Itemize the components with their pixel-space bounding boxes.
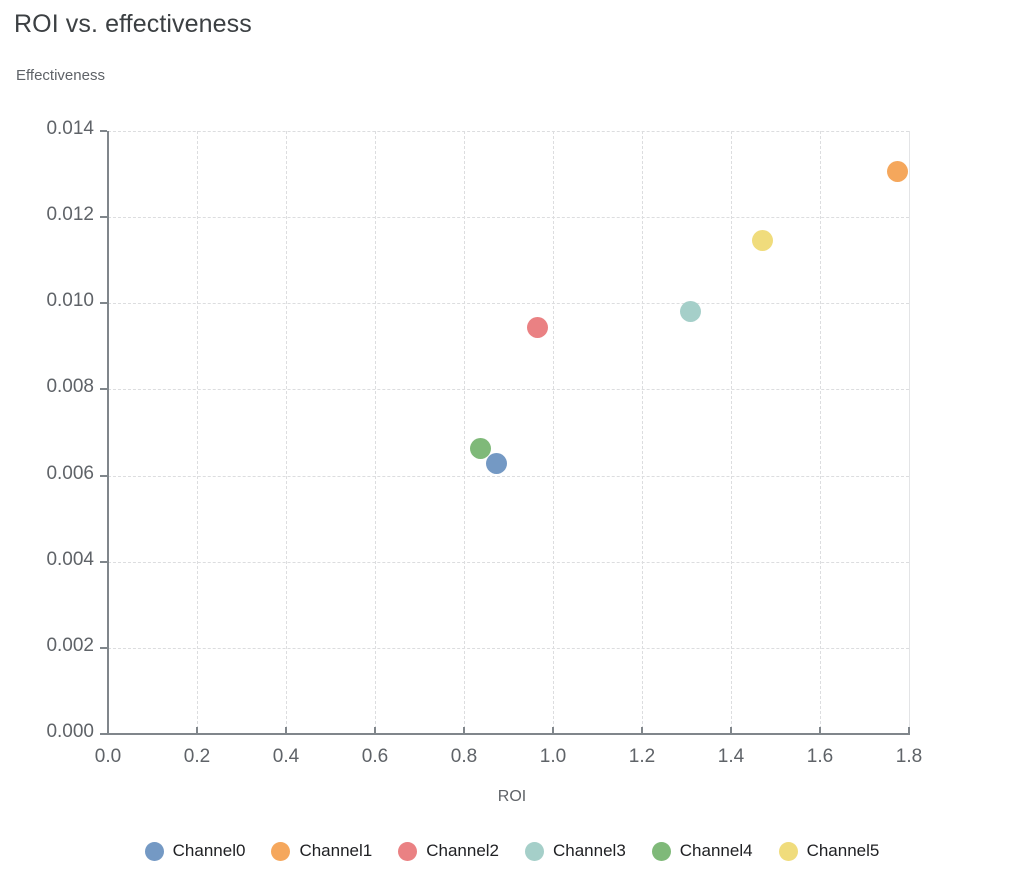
y-axis-tick-label: 0.000 — [46, 721, 94, 742]
x-axis-tick — [908, 727, 910, 735]
gridline-horizontal — [108, 217, 909, 219]
gridline-vertical — [909, 131, 910, 734]
legend-item-channel2[interactable]: Channel2 — [398, 841, 499, 861]
x-axis-tick-label: 1.2 — [628, 746, 656, 767]
gridline-horizontal — [108, 131, 909, 132]
legend-swatch-icon — [144, 841, 164, 861]
legend-item-channel0[interactable]: Channel0 — [144, 841, 246, 861]
x-axis-line — [107, 733, 910, 735]
data-point-channel1[interactable] — [887, 160, 909, 182]
legend-item-label: Channel2 — [426, 841, 499, 860]
gridline-vertical — [464, 131, 465, 734]
gridline-horizontal — [108, 389, 909, 391]
legend-item-label: Channel5 — [806, 841, 880, 860]
gridline-vertical — [820, 131, 821, 734]
gridline-vertical — [197, 131, 198, 734]
x-axis-tick-label: 0.4 — [272, 746, 300, 767]
plot-area — [108, 131, 909, 734]
gridline-vertical — [286, 131, 287, 734]
y-axis-tick — [100, 733, 107, 735]
y-axis-tick-label: 0.006 — [46, 462, 94, 484]
legend-swatch-icon — [525, 841, 544, 861]
gridline-vertical — [642, 131, 643, 734]
legend-item-label: Channel3 — [553, 841, 626, 860]
y-axis-tick — [100, 302, 107, 305]
x-axis-tick-label: 0.6 — [361, 746, 389, 767]
y-axis-tick — [100, 388, 107, 391]
gridline-vertical — [375, 131, 376, 734]
data-point-channel3[interactable] — [679, 301, 701, 323]
y-axis-title: Effectiveness — [16, 67, 105, 84]
y-axis-tick-label: 0.004 — [46, 548, 94, 570]
x-axis-tick-label: 1.0 — [539, 746, 567, 767]
y-axis-tick — [100, 560, 107, 563]
x-axis-tick — [463, 727, 465, 735]
legend-swatch-icon — [778, 841, 798, 861]
x-axis-tick-label: 1.6 — [806, 746, 834, 767]
legend-item-channel5[interactable]: Channel5 — [778, 841, 880, 861]
legend-item-channel1[interactable]: Channel1 — [271, 841, 372, 861]
y-axis-line — [107, 131, 109, 735]
x-axis-tick — [285, 727, 287, 735]
x-axis-title: ROI — [497, 788, 527, 805]
data-point-channel0[interactable] — [486, 452, 508, 474]
legend-item-label: Channel1 — [299, 841, 373, 860]
x-axis-tick-label: 1.4 — [717, 746, 745, 767]
y-axis-tick-label: 0.002 — [46, 634, 94, 656]
x-axis-tick-label: 0.0 — [94, 746, 122, 767]
legend-item-label: Channel0 — [172, 841, 246, 860]
x-axis-tick — [819, 727, 821, 735]
x-axis-tick — [730, 727, 732, 735]
y-axis-tick-label: 0.012 — [46, 204, 94, 226]
chart-title: ROI vs. effectiveness — [14, 10, 252, 38]
x-axis-tick-label: 0.8 — [450, 746, 478, 767]
gridline-horizontal — [108, 475, 909, 477]
chart-legend: Channel0 Channel1 Channel2 Channel3 Channel4… — [0, 841, 1024, 861]
gridline-horizontal — [108, 303, 909, 305]
y-axis-tick-label: 0.008 — [46, 376, 94, 398]
data-point-channel2[interactable] — [527, 317, 549, 339]
data-point-channel4[interactable] — [470, 438, 492, 460]
legend-item-channel4[interactable]: Channel4 — [651, 841, 753, 861]
y-axis-tick — [100, 130, 107, 132]
legend-swatch-icon — [651, 841, 671, 861]
x-axis-tick-label: 1.8 — [895, 746, 923, 767]
x-axis-tick — [552, 727, 554, 735]
x-axis-tick-label: 0.2 — [183, 746, 211, 767]
y-axis-tick-label: 0.010 — [46, 290, 94, 312]
y-axis-tick — [100, 646, 107, 649]
gridline-vertical — [731, 131, 732, 734]
x-axis-tick — [641, 727, 643, 735]
y-axis-tick — [100, 216, 107, 219]
legend-item-label: Channel4 — [679, 841, 753, 860]
y-axis-tick — [100, 474, 107, 477]
x-axis-tick — [196, 727, 198, 735]
x-axis-tick — [107, 727, 109, 735]
gridline-vertical — [553, 131, 554, 734]
legend-swatch-icon — [271, 841, 291, 861]
legend-item-channel3[interactable]: Channel3 — [525, 841, 626, 861]
legend-swatch-icon — [398, 841, 418, 861]
data-point-channel5[interactable] — [751, 230, 773, 252]
y-axis-tick-label: 0.014 — [46, 118, 94, 139]
gridline-horizontal — [108, 647, 909, 649]
x-axis-tick — [374, 727, 376, 735]
gridline-horizontal — [108, 561, 909, 563]
